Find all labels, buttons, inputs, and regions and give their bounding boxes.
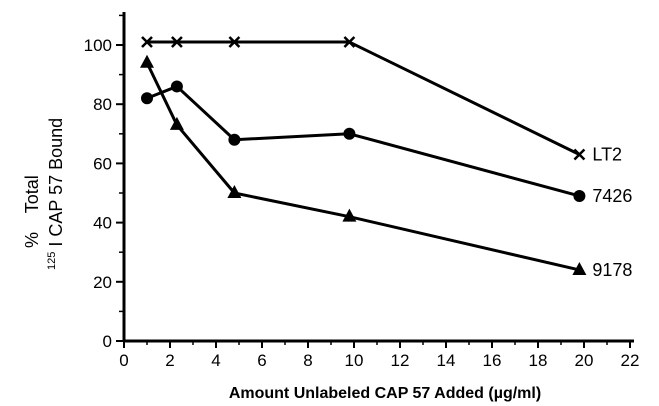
x-tick-label: 12 — [391, 351, 410, 370]
series-line-9178 — [145, 62, 580, 272]
data-point-circle — [573, 189, 586, 202]
data-point-triangle — [342, 208, 357, 222]
y-axis-ticks: 0 20 40 60 80 100 — [84, 14, 124, 351]
series-group: LT2 7426 9178 — [140, 36, 632, 280]
series-9178: 9178 — [140, 54, 632, 280]
data-point-x — [171, 36, 183, 48]
data-point-x — [228, 36, 241, 48]
x-tick-label: 10 — [345, 351, 364, 370]
y-tick-label: 0 — [103, 332, 112, 351]
x-tick-label: 14 — [437, 351, 456, 370]
data-point-circle — [141, 92, 153, 105]
data-point-triangle — [227, 185, 242, 198]
y-axis-title-line1: % Total — [22, 175, 42, 248]
x-tick-label: 0 — [119, 351, 128, 370]
series-7426: 7426 — [141, 80, 632, 206]
x-tick-label: 2 — [165, 351, 174, 370]
x-tick-label: 22 — [621, 351, 640, 370]
x-tick-label: 20 — [575, 351, 594, 370]
x-tick-label: 18 — [529, 351, 548, 370]
y-tick-label: 20 — [93, 273, 112, 292]
data-point-circle — [170, 80, 183, 93]
x-tick-label: 4 — [211, 351, 220, 370]
data-point-x — [573, 148, 586, 161]
axes — [122, 12, 634, 343]
x-tick-label: 6 — [257, 351, 266, 370]
data-point-circle — [228, 133, 241, 146]
data-point-circle — [343, 127, 356, 140]
y-axis-title-line2: 125 I CAP 57 Bound — [39, 118, 66, 270]
y-tick-label: 60 — [93, 154, 112, 173]
series-label-7426: 7426 — [592, 186, 632, 206]
x-axis-ticks: 0 2 4 6 8 10 12 14 16 18 20 22 — [119, 341, 639, 370]
data-point-x — [141, 36, 153, 48]
y-axis-title-cap57-bound: I CAP 57 Bound — [46, 118, 66, 247]
data-point-triangle — [169, 116, 184, 130]
x-axis-title: Amount Unlabeled CAP 57 Added (µg/ml) — [229, 385, 541, 402]
y-axis-title-superscript: 125 — [46, 252, 58, 270]
data-point-triangle — [140, 54, 154, 68]
y-tick-label: 100 — [84, 36, 112, 55]
series-line-7426 — [146, 84, 580, 198]
x-tick-label: 8 — [303, 351, 312, 370]
data-point-triangle — [572, 261, 587, 275]
data-point-x — [343, 36, 356, 48]
y-tick-label: 40 — [93, 214, 112, 233]
y-axis-title-total: Total — [22, 175, 42, 213]
series-label-lt2: LT2 — [592, 145, 622, 165]
y-tick-label: 80 — [93, 95, 112, 114]
x-tick-label: 16 — [483, 351, 502, 370]
series-label-9178: 9178 — [592, 260, 632, 280]
y-axis-title-percent: % — [22, 232, 42, 248]
series-lt2: LT2 — [141, 36, 622, 165]
